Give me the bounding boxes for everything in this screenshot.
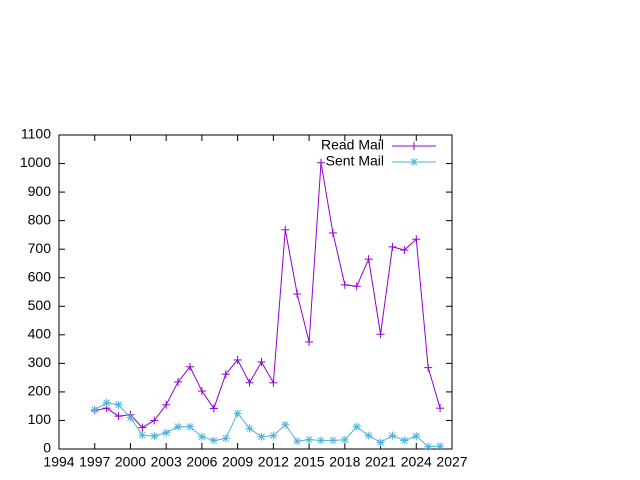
marker xyxy=(221,370,230,379)
marker xyxy=(400,436,409,445)
x-tick-label: 2006 xyxy=(186,454,217,470)
y-tick-label: 200 xyxy=(28,383,52,399)
marker xyxy=(424,363,433,372)
x-tick-label: 2024 xyxy=(401,454,432,470)
marker xyxy=(376,438,385,447)
marker xyxy=(281,225,290,234)
marker xyxy=(305,337,314,346)
marker xyxy=(424,442,433,451)
marker xyxy=(90,405,99,414)
x-tick-label: 2015 xyxy=(294,454,325,470)
y-tick-label: 1000 xyxy=(20,154,51,170)
y-tick-label: 500 xyxy=(28,297,52,313)
marker xyxy=(233,409,242,418)
y-tick-label: 700 xyxy=(28,240,52,256)
marker xyxy=(400,246,409,255)
marker xyxy=(436,442,445,451)
marker xyxy=(352,422,361,431)
marker xyxy=(269,431,278,440)
marker xyxy=(174,422,183,431)
marker xyxy=(150,432,159,441)
marker xyxy=(388,242,397,251)
marker xyxy=(245,424,254,433)
marker xyxy=(376,330,385,339)
marker xyxy=(150,416,159,425)
marker xyxy=(197,387,206,396)
marker xyxy=(162,400,171,409)
marker xyxy=(412,235,421,244)
marker xyxy=(305,435,314,444)
y-tick-label: 800 xyxy=(28,211,52,227)
marker xyxy=(340,280,349,289)
x-tick-label: 2021 xyxy=(365,454,396,470)
legend-marker xyxy=(410,142,418,150)
y-tick-label: 100 xyxy=(28,411,52,427)
x-tick-label: 2003 xyxy=(151,454,182,470)
marker xyxy=(174,377,183,386)
plot-border xyxy=(58,134,453,450)
marker xyxy=(102,398,111,407)
marker xyxy=(412,432,421,441)
x-tick-label: 2009 xyxy=(222,454,253,470)
marker xyxy=(364,431,373,440)
marker xyxy=(388,431,397,440)
marker xyxy=(114,412,123,421)
y-tick-label: 900 xyxy=(28,183,52,199)
marker xyxy=(436,404,445,413)
marker xyxy=(162,428,171,437)
marker xyxy=(126,413,135,422)
marker xyxy=(209,436,218,445)
marker xyxy=(197,432,206,441)
marker xyxy=(269,378,278,387)
marker xyxy=(209,404,218,413)
marker xyxy=(293,289,302,298)
marker xyxy=(257,432,266,441)
legend-label: Read Mail xyxy=(321,137,384,153)
x-tick-label: 1994 xyxy=(43,454,74,470)
marker xyxy=(245,378,254,387)
marker xyxy=(114,400,123,409)
marker xyxy=(328,436,337,445)
series-line xyxy=(94,162,441,429)
marker xyxy=(138,423,147,432)
marker xyxy=(340,435,349,444)
marker xyxy=(281,420,290,429)
x-tick-label: 2018 xyxy=(329,454,360,470)
x-tick-label: 2000 xyxy=(115,454,146,470)
y-tick-label: 0 xyxy=(43,440,51,456)
marker xyxy=(293,437,302,446)
y-tick-label: 300 xyxy=(28,354,52,370)
marker xyxy=(317,158,325,167)
y-tick-label: 600 xyxy=(28,268,52,284)
marker xyxy=(317,436,325,445)
marker xyxy=(233,355,242,364)
marker xyxy=(186,422,194,431)
marker xyxy=(328,228,337,237)
legend-label: Sent Mail xyxy=(326,153,384,169)
marker xyxy=(221,434,230,443)
x-tick-label: 1997 xyxy=(79,454,110,470)
y-tick-label: 1100 xyxy=(21,126,51,142)
x-tick-label: 2027 xyxy=(436,454,467,470)
marker xyxy=(257,357,266,366)
marker xyxy=(138,431,147,440)
marker xyxy=(364,255,373,264)
marker xyxy=(352,282,361,291)
x-tick-label: 2012 xyxy=(258,454,289,470)
legend-marker xyxy=(410,158,418,166)
y-tick-label: 400 xyxy=(28,326,52,342)
marker xyxy=(186,362,194,371)
